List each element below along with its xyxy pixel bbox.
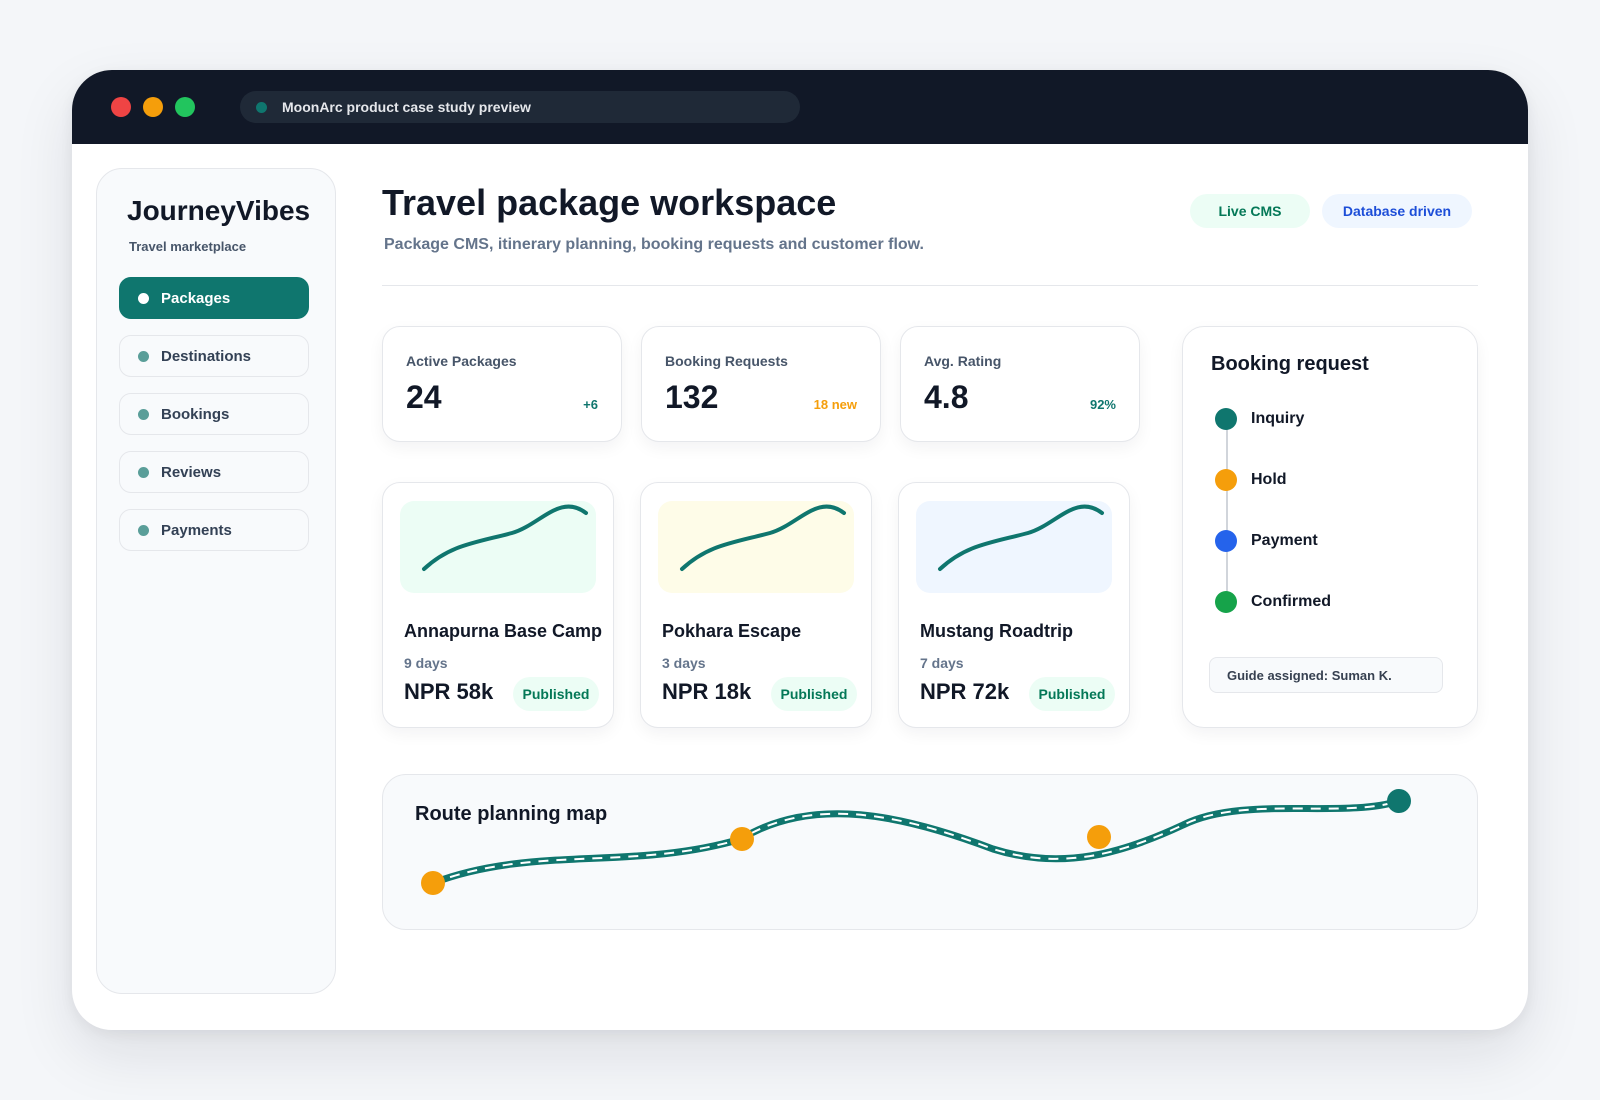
route-stop-icon[interactable] [730, 827, 754, 851]
package-card-annapurna[interactable]: Annapurna Base Camp 9 days NPR 58k Publi… [382, 482, 614, 728]
step-inquiry: Inquiry [1215, 407, 1304, 431]
address-bar-label: MoonArc product case study preview [282, 99, 531, 115]
page-subtitle: Package CMS, itinerary planning, booking… [384, 236, 924, 253]
stat-value: 24 [406, 379, 442, 415]
stat-card-active-packages: Active Packages 24 +6 [382, 326, 622, 442]
step-dot-icon [1215, 591, 1237, 613]
package-name: Mustang Roadtrip [920, 621, 1073, 641]
sidebar-item-bookings[interactable]: Bookings [119, 393, 309, 435]
route-stop-icon[interactable] [1087, 825, 1111, 849]
elevation-curve-icon [680, 504, 846, 571]
route-destination-icon[interactable] [1387, 789, 1411, 813]
route-map-title: Route planning map [415, 803, 608, 825]
database-driven-badge: Database driven [1322, 194, 1472, 228]
brand-logo: JourneyVibes [127, 195, 311, 226]
live-cms-badge: Live CMS [1190, 194, 1310, 228]
sidebar-item-label: Payments [161, 521, 232, 539]
bullet-icon [138, 466, 149, 478]
step-label: Confirmed [1251, 593, 1331, 610]
sidebar-item-label: Bookings [161, 405, 230, 423]
sidebar: JourneyVibes Travel marketplace Packages… [96, 168, 336, 994]
sidebar-nav: Packages Destinations Bookings Reviews P… [119, 277, 309, 567]
package-duration: 9 days [404, 655, 448, 671]
sidebar-item-label: Packages [161, 289, 231, 307]
bullet-icon [138, 408, 149, 420]
address-bar[interactable]: MoonArc product case study preview [240, 91, 800, 123]
package-thumbnail [916, 501, 1112, 593]
stat-value: 132 [665, 379, 719, 415]
step-dot-icon [1215, 469, 1237, 491]
stat-delta: 92% [1089, 397, 1116, 412]
status-badge: Published [1029, 677, 1115, 711]
stat-label: Booking Requests [665, 353, 788, 369]
route-planning-map[interactable]: Route planning map [382, 774, 1478, 930]
route-path [429, 797, 1403, 887]
bullet-icon [138, 350, 149, 362]
package-price: NPR 58k [404, 679, 494, 704]
step-payment: Payment [1215, 529, 1318, 553]
title-bar: MoonArc product case study preview [72, 70, 1528, 144]
package-card-mustang[interactable]: Mustang Roadtrip 7 days NPR 72k Publishe… [898, 482, 1130, 728]
maximize-window-button[interactable] [175, 97, 195, 117]
package-duration: 3 days [662, 655, 706, 671]
connection-status-icon [256, 101, 267, 113]
stat-card-booking-requests: Booking Requests 132 18 new [641, 326, 881, 442]
step-label: Payment [1251, 532, 1318, 549]
brand-tagline: Travel marketplace [129, 239, 247, 254]
package-duration: 7 days [920, 655, 964, 671]
sidebar-item-packages[interactable]: Packages [119, 277, 309, 319]
step-connector [1226, 427, 1228, 607]
status-badge: Published [513, 677, 599, 711]
step-label: Inquiry [1251, 410, 1305, 427]
package-price: NPR 18k [662, 679, 752, 704]
route-centerline [432, 800, 1400, 884]
booking-request-panel: Booking request Inquiry Hold Payment Con… [1182, 326, 1478, 728]
package-card-pokhara[interactable]: Pokhara Escape 3 days NPR 18k Published [640, 482, 872, 728]
stat-delta: 18 new [813, 397, 857, 412]
booking-request-title: Booking request [1211, 353, 1369, 375]
stat-value: 4.8 [924, 379, 969, 415]
guide-assigned-field: Guide assigned: Suman K. [1209, 657, 1443, 693]
stat-label: Active Packages [406, 353, 517, 369]
package-name: Annapurna Base Camp [404, 621, 603, 641]
sidebar-item-label: Destinations [161, 347, 252, 365]
minimize-window-button[interactable] [143, 97, 163, 117]
page-title: Travel package workspace [382, 182, 837, 223]
route-stop-icon[interactable] [421, 871, 445, 895]
bullet-icon [138, 292, 149, 304]
stat-label: Avg. Rating [924, 353, 1002, 369]
package-name: Pokhara Escape [662, 621, 802, 641]
step-confirmed: Confirmed [1215, 590, 1331, 614]
status-badge: Published [771, 677, 857, 711]
elevation-curve-icon [422, 504, 588, 571]
step-label: Hold [1251, 471, 1287, 488]
step-dot-icon [1215, 530, 1237, 552]
sidebar-item-label: Reviews [161, 463, 222, 481]
close-window-button[interactable] [111, 97, 131, 117]
sidebar-item-destinations[interactable]: Destinations [119, 335, 309, 377]
step-dot-icon [1215, 408, 1237, 430]
route-map-canvas [421, 789, 1411, 895]
header-divider [382, 285, 1478, 286]
stat-delta: +6 [583, 397, 598, 412]
package-thumbnail [658, 501, 854, 593]
stat-card-avg-rating: Avg. Rating 4.8 92% [900, 326, 1140, 442]
elevation-curve-icon [938, 504, 1104, 571]
package-thumbnail [400, 501, 596, 593]
app-window: MoonArc product case study preview Journ… [72, 70, 1528, 1030]
bullet-icon [138, 524, 149, 536]
sidebar-item-reviews[interactable]: Reviews [119, 451, 309, 493]
step-hold: Hold [1215, 468, 1287, 492]
package-price: NPR 72k [920, 679, 1010, 704]
sidebar-item-payments[interactable]: Payments [119, 509, 309, 551]
